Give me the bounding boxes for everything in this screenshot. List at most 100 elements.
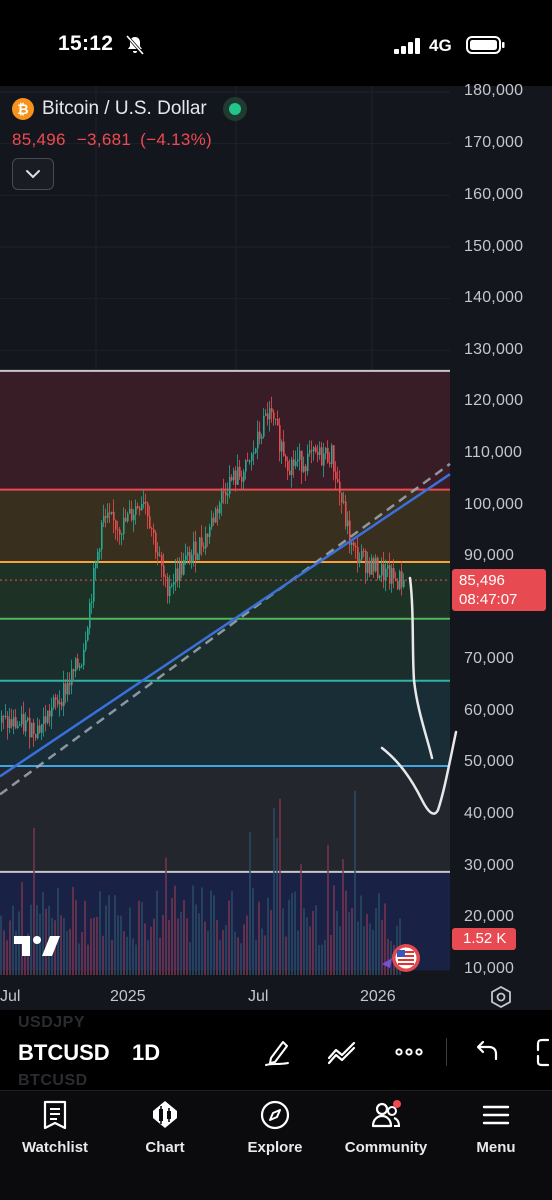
undo-icon[interactable] bbox=[470, 1036, 502, 1068]
candle-body bbox=[213, 517, 215, 523]
collapse-button[interactable] bbox=[12, 158, 54, 190]
candle-body bbox=[225, 492, 227, 496]
indicators-icon[interactable] bbox=[326, 1036, 358, 1068]
candle-body bbox=[107, 512, 109, 518]
candle-body bbox=[189, 551, 191, 563]
price-axis-label: 70,000 bbox=[464, 650, 515, 667]
volume-bar bbox=[129, 907, 131, 975]
candle-body bbox=[181, 562, 183, 575]
volume-bar bbox=[258, 901, 260, 975]
price-axis-label: 180,000 bbox=[464, 82, 524, 99]
candle-body bbox=[131, 508, 133, 521]
symbol-name: Bitcoin / U.S. Dollar bbox=[42, 98, 207, 119]
candle-body bbox=[51, 707, 53, 717]
candle-body bbox=[111, 511, 113, 514]
price-change-pct: (−4.13%) bbox=[140, 130, 212, 149]
toolbar-divider bbox=[446, 1038, 447, 1066]
volume-bar bbox=[9, 920, 11, 975]
draw-pen-icon[interactable] bbox=[262, 1036, 294, 1068]
candle-body bbox=[211, 517, 213, 527]
volume-bar bbox=[81, 932, 83, 975]
candle-body bbox=[387, 565, 389, 569]
price-axis-label: 140,000 bbox=[464, 289, 524, 306]
volume-bar bbox=[294, 891, 296, 975]
symbol-header[interactable]: ₿ Bitcoin / U.S. Dollar bbox=[12, 96, 247, 122]
candle-body bbox=[117, 529, 119, 531]
volume-bar bbox=[135, 944, 137, 975]
dashed-trendline bbox=[0, 462, 451, 796]
candle-body bbox=[13, 717, 15, 727]
interval-button[interactable]: 1D bbox=[132, 1040, 161, 1065]
candle-body bbox=[199, 537, 201, 555]
volume-bar bbox=[207, 931, 209, 975]
candle-body bbox=[301, 450, 303, 472]
volume-bar bbox=[264, 935, 266, 975]
candle-body bbox=[241, 476, 243, 482]
candle-body bbox=[359, 559, 361, 563]
volume-bar bbox=[120, 915, 122, 975]
nav-explore[interactable]: Explore bbox=[236, 1091, 314, 1200]
symbol-ticker-button[interactable]: BTCUSD bbox=[18, 1040, 110, 1065]
candle-body bbox=[197, 554, 199, 561]
candle-body bbox=[369, 560, 371, 575]
candle-body bbox=[395, 578, 397, 581]
nav-watchlist[interactable]: Watchlist bbox=[16, 1091, 94, 1200]
volume-bar bbox=[138, 900, 140, 975]
battery-icon bbox=[466, 36, 505, 54]
candle-body bbox=[183, 559, 185, 575]
nav-community[interactable]: Community bbox=[336, 1091, 436, 1200]
candle-body bbox=[401, 571, 403, 587]
candle-body bbox=[63, 683, 65, 707]
candle-body bbox=[191, 554, 193, 563]
candle-body bbox=[307, 453, 309, 472]
price-chart[interactable] bbox=[0, 86, 552, 1010]
volume-bar bbox=[300, 864, 302, 975]
price-axis-label: 40,000 bbox=[464, 805, 515, 822]
candle-body bbox=[383, 564, 385, 581]
volume-bar bbox=[363, 926, 365, 975]
volume-bar bbox=[168, 920, 170, 975]
candle-body bbox=[71, 669, 73, 686]
volume-bar bbox=[30, 904, 32, 975]
volume-bar bbox=[381, 919, 383, 975]
candle-body bbox=[377, 557, 379, 578]
candle-body bbox=[49, 710, 51, 717]
candle-body bbox=[253, 452, 255, 454]
chart-area[interactable] bbox=[0, 86, 552, 1010]
volume-bar bbox=[255, 939, 257, 975]
candle-body bbox=[69, 682, 71, 686]
volume-bar bbox=[201, 887, 203, 975]
volume-bar bbox=[195, 904, 197, 975]
fullscreen-icon[interactable] bbox=[528, 1036, 552, 1068]
volume-bar bbox=[78, 943, 80, 975]
menu-icon bbox=[482, 1105, 510, 1125]
candle-body bbox=[129, 508, 131, 514]
volume-bar bbox=[12, 905, 14, 975]
volume-bar bbox=[309, 926, 311, 975]
volume-bar bbox=[228, 900, 230, 975]
candle-body bbox=[1, 715, 3, 723]
nav-chart[interactable]: Chart bbox=[132, 1091, 198, 1200]
candle-body bbox=[399, 571, 401, 590]
candle-body bbox=[277, 418, 279, 426]
price-axis-label: 30,000 bbox=[464, 857, 515, 874]
chart-toolbar: USDJPY BTCUSD BTCUSD 1D bbox=[0, 1010, 552, 1090]
candle-body bbox=[133, 514, 135, 521]
trendline bbox=[0, 473, 451, 778]
candle-body bbox=[331, 445, 333, 465]
candle-body bbox=[75, 658, 77, 672]
candle-body bbox=[229, 477, 231, 494]
candle-body bbox=[215, 508, 217, 523]
flag-icon[interactable] bbox=[380, 942, 426, 976]
volume-bar bbox=[192, 885, 194, 975]
volume-bar bbox=[333, 885, 335, 975]
candle-body bbox=[227, 493, 229, 496]
live-status-icon bbox=[222, 97, 247, 121]
more-options-icon[interactable] bbox=[393, 1036, 425, 1068]
volume-bar bbox=[204, 921, 206, 975]
settings-hex-icon[interactable] bbox=[490, 986, 512, 1008]
candle-body bbox=[207, 533, 209, 537]
nav-menu[interactable]: Menu bbox=[466, 1091, 526, 1200]
candle-body bbox=[173, 582, 175, 585]
volume-bar bbox=[387, 938, 389, 975]
